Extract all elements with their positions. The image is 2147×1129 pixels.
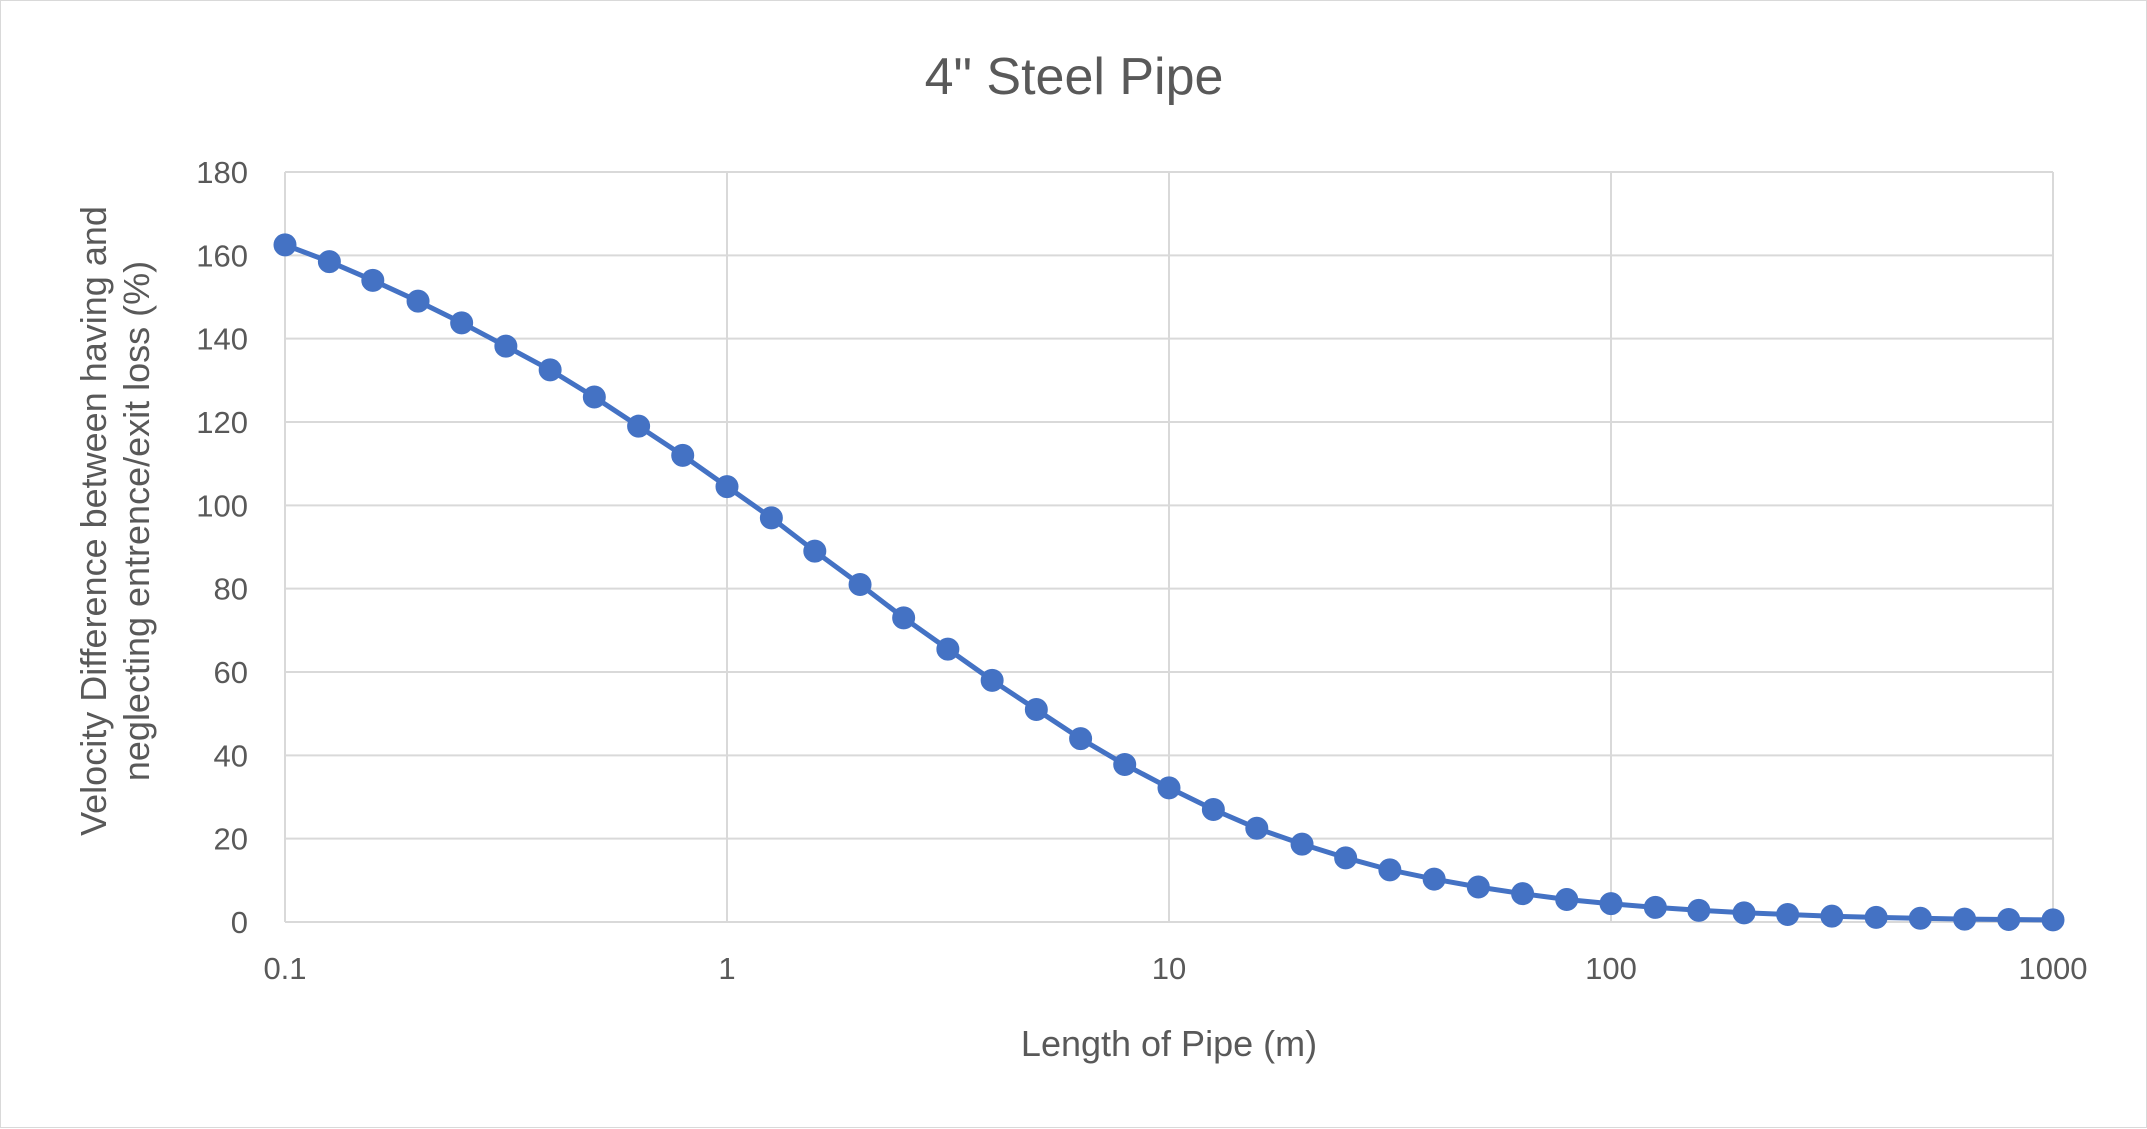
y-tick-label: 120 (196, 405, 248, 440)
y-axis-title-line-1: Velocity Difference between having and (73, 206, 114, 836)
data-point (848, 573, 872, 596)
data-point (715, 475, 739, 499)
data-point (1687, 898, 1711, 922)
y-tick-label: 0 (231, 905, 248, 940)
grid-layer (284, 171, 2054, 923)
data-point (1864, 905, 1888, 929)
y-tick-label: 140 (196, 322, 248, 357)
data-point (494, 334, 518, 358)
y-tick-label: 40 (214, 738, 248, 773)
data-point (936, 637, 960, 661)
data-point (450, 311, 474, 335)
data-point (1201, 798, 1225, 821)
data-point (803, 539, 827, 563)
y-tick-label: 20 (214, 822, 248, 857)
data-point (1732, 901, 1756, 925)
data-point (1113, 753, 1137, 776)
x-tick-label: 10 (1152, 951, 1186, 986)
y-tick-label: 160 (196, 238, 248, 273)
y-tick-label: 60 (214, 655, 248, 690)
data-point (406, 289, 430, 313)
data-point (582, 385, 606, 409)
y-tick-label: 80 (214, 572, 248, 607)
data-point (1599, 892, 1623, 916)
data-point (1511, 882, 1535, 906)
data-point (627, 414, 651, 438)
data-point (1024, 698, 1048, 721)
y-tick-label: 100 (196, 488, 248, 523)
data-point (1997, 908, 2021, 931)
data-point (361, 268, 385, 292)
x-tick-label: 0.1 (263, 951, 306, 986)
x-tick-label: 1 (718, 951, 735, 986)
data-point (538, 358, 562, 382)
data-point (1157, 776, 1181, 800)
y-axis-ticks: 0 20 40 60 80 100 120 140 160 180 (196, 155, 248, 940)
data-point (1290, 832, 1314, 856)
data-point (1643, 895, 1667, 919)
data-point (1953, 907, 1977, 931)
data-point (1466, 875, 1490, 899)
y-axis-title: Velocity Difference between having and n… (73, 206, 157, 836)
data-point (1069, 727, 1093, 751)
data-point (317, 250, 341, 274)
data-point (1776, 903, 1800, 926)
data-point (1908, 906, 1932, 930)
data-point (2041, 908, 2065, 932)
data-point (1245, 816, 1269, 840)
chart-title: 4" Steel Pipe (925, 48, 1224, 106)
y-tick-label: 180 (196, 155, 248, 190)
data-point (892, 606, 916, 630)
y-axis-title-line-2: neglecting entrence/exit loss (%) (116, 261, 157, 781)
data-point (759, 506, 783, 530)
data-point (1820, 904, 1844, 928)
data-point (1334, 846, 1358, 870)
data-point (1378, 858, 1402, 882)
x-tick-label: 1000 (2019, 951, 2088, 986)
x-axis-title: Length of Pipe (m) (1021, 1023, 1317, 1064)
x-tick-label: 100 (1585, 951, 1637, 986)
data-point (273, 233, 297, 257)
data-point (1555, 888, 1579, 911)
series-layer (273, 233, 2065, 932)
data-point (1422, 867, 1446, 891)
data-point (671, 443, 695, 467)
data-point (980, 668, 1004, 692)
x-axis-ticks: 0.1 1 10 100 1000 (263, 951, 2087, 986)
